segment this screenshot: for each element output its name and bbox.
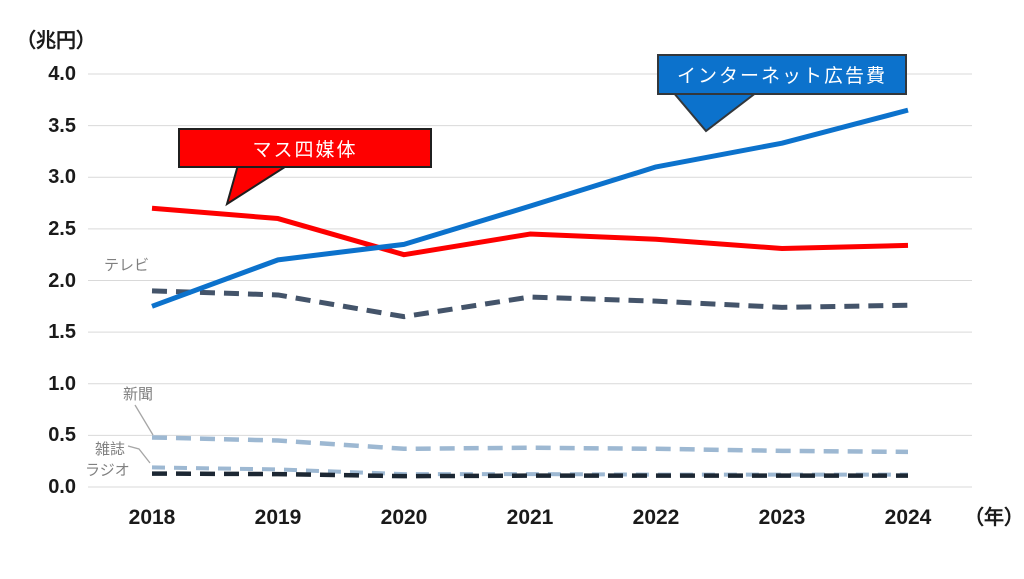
- y-tick-label: 3.0: [48, 166, 76, 189]
- x-tick-label: 2022: [632, 506, 680, 529]
- y-tick-label: 1.0: [48, 372, 76, 395]
- newspaper-leader-line: [134, 404, 154, 436]
- x-tick-label: 2024: [884, 506, 932, 529]
- series-line-newspaper: [151, 435, 909, 455]
- y-tick-label: 0.0: [48, 476, 76, 498]
- y-tick-label: 1.5: [48, 321, 76, 344]
- series-line-tv: [151, 288, 909, 320]
- radio-series-label: ラジオ: [85, 462, 130, 479]
- x-tick-label: 2019: [254, 506, 302, 529]
- y-tick-label: 0.5: [48, 424, 76, 447]
- y-tick-label: 2.5: [48, 217, 76, 240]
- series-line-radio: [151, 471, 908, 479]
- x-tick-label: 2021: [506, 506, 554, 529]
- magazine-series-label: 雑誌: [95, 441, 126, 458]
- mass4-callout-label: マス四媒体: [252, 139, 358, 161]
- newspaper-series-label: 新聞: [123, 386, 154, 403]
- x-tick-label: 2023: [758, 506, 806, 529]
- y-tick-label: 3.5: [48, 114, 76, 137]
- mass4-callout-tail: [225, 164, 292, 207]
- tv-series-label: テレビ: [104, 257, 150, 274]
- y-tick-label: 4.0: [48, 63, 76, 85]
- x-axis-unit-label: （年）: [964, 507, 1024, 529]
- y-axis-unit-label: （兆円）: [16, 30, 96, 52]
- x-tick-label: 2018: [128, 506, 176, 529]
- x-tick-label: 2020: [380, 506, 428, 529]
- series-line-mass4: [151, 205, 909, 258]
- series-line-internet: [151, 107, 909, 309]
- internet-callout-label: インターネット広告費: [676, 66, 887, 87]
- mass4-callout-box: マス四媒体: [178, 128, 432, 168]
- internet-callout-box: インターネット広告費: [657, 54, 907, 95]
- series-line-magazine: [151, 465, 908, 477]
- magazine-leader-line: [127, 445, 151, 464]
- y-tick-label: 2.0: [48, 269, 76, 292]
